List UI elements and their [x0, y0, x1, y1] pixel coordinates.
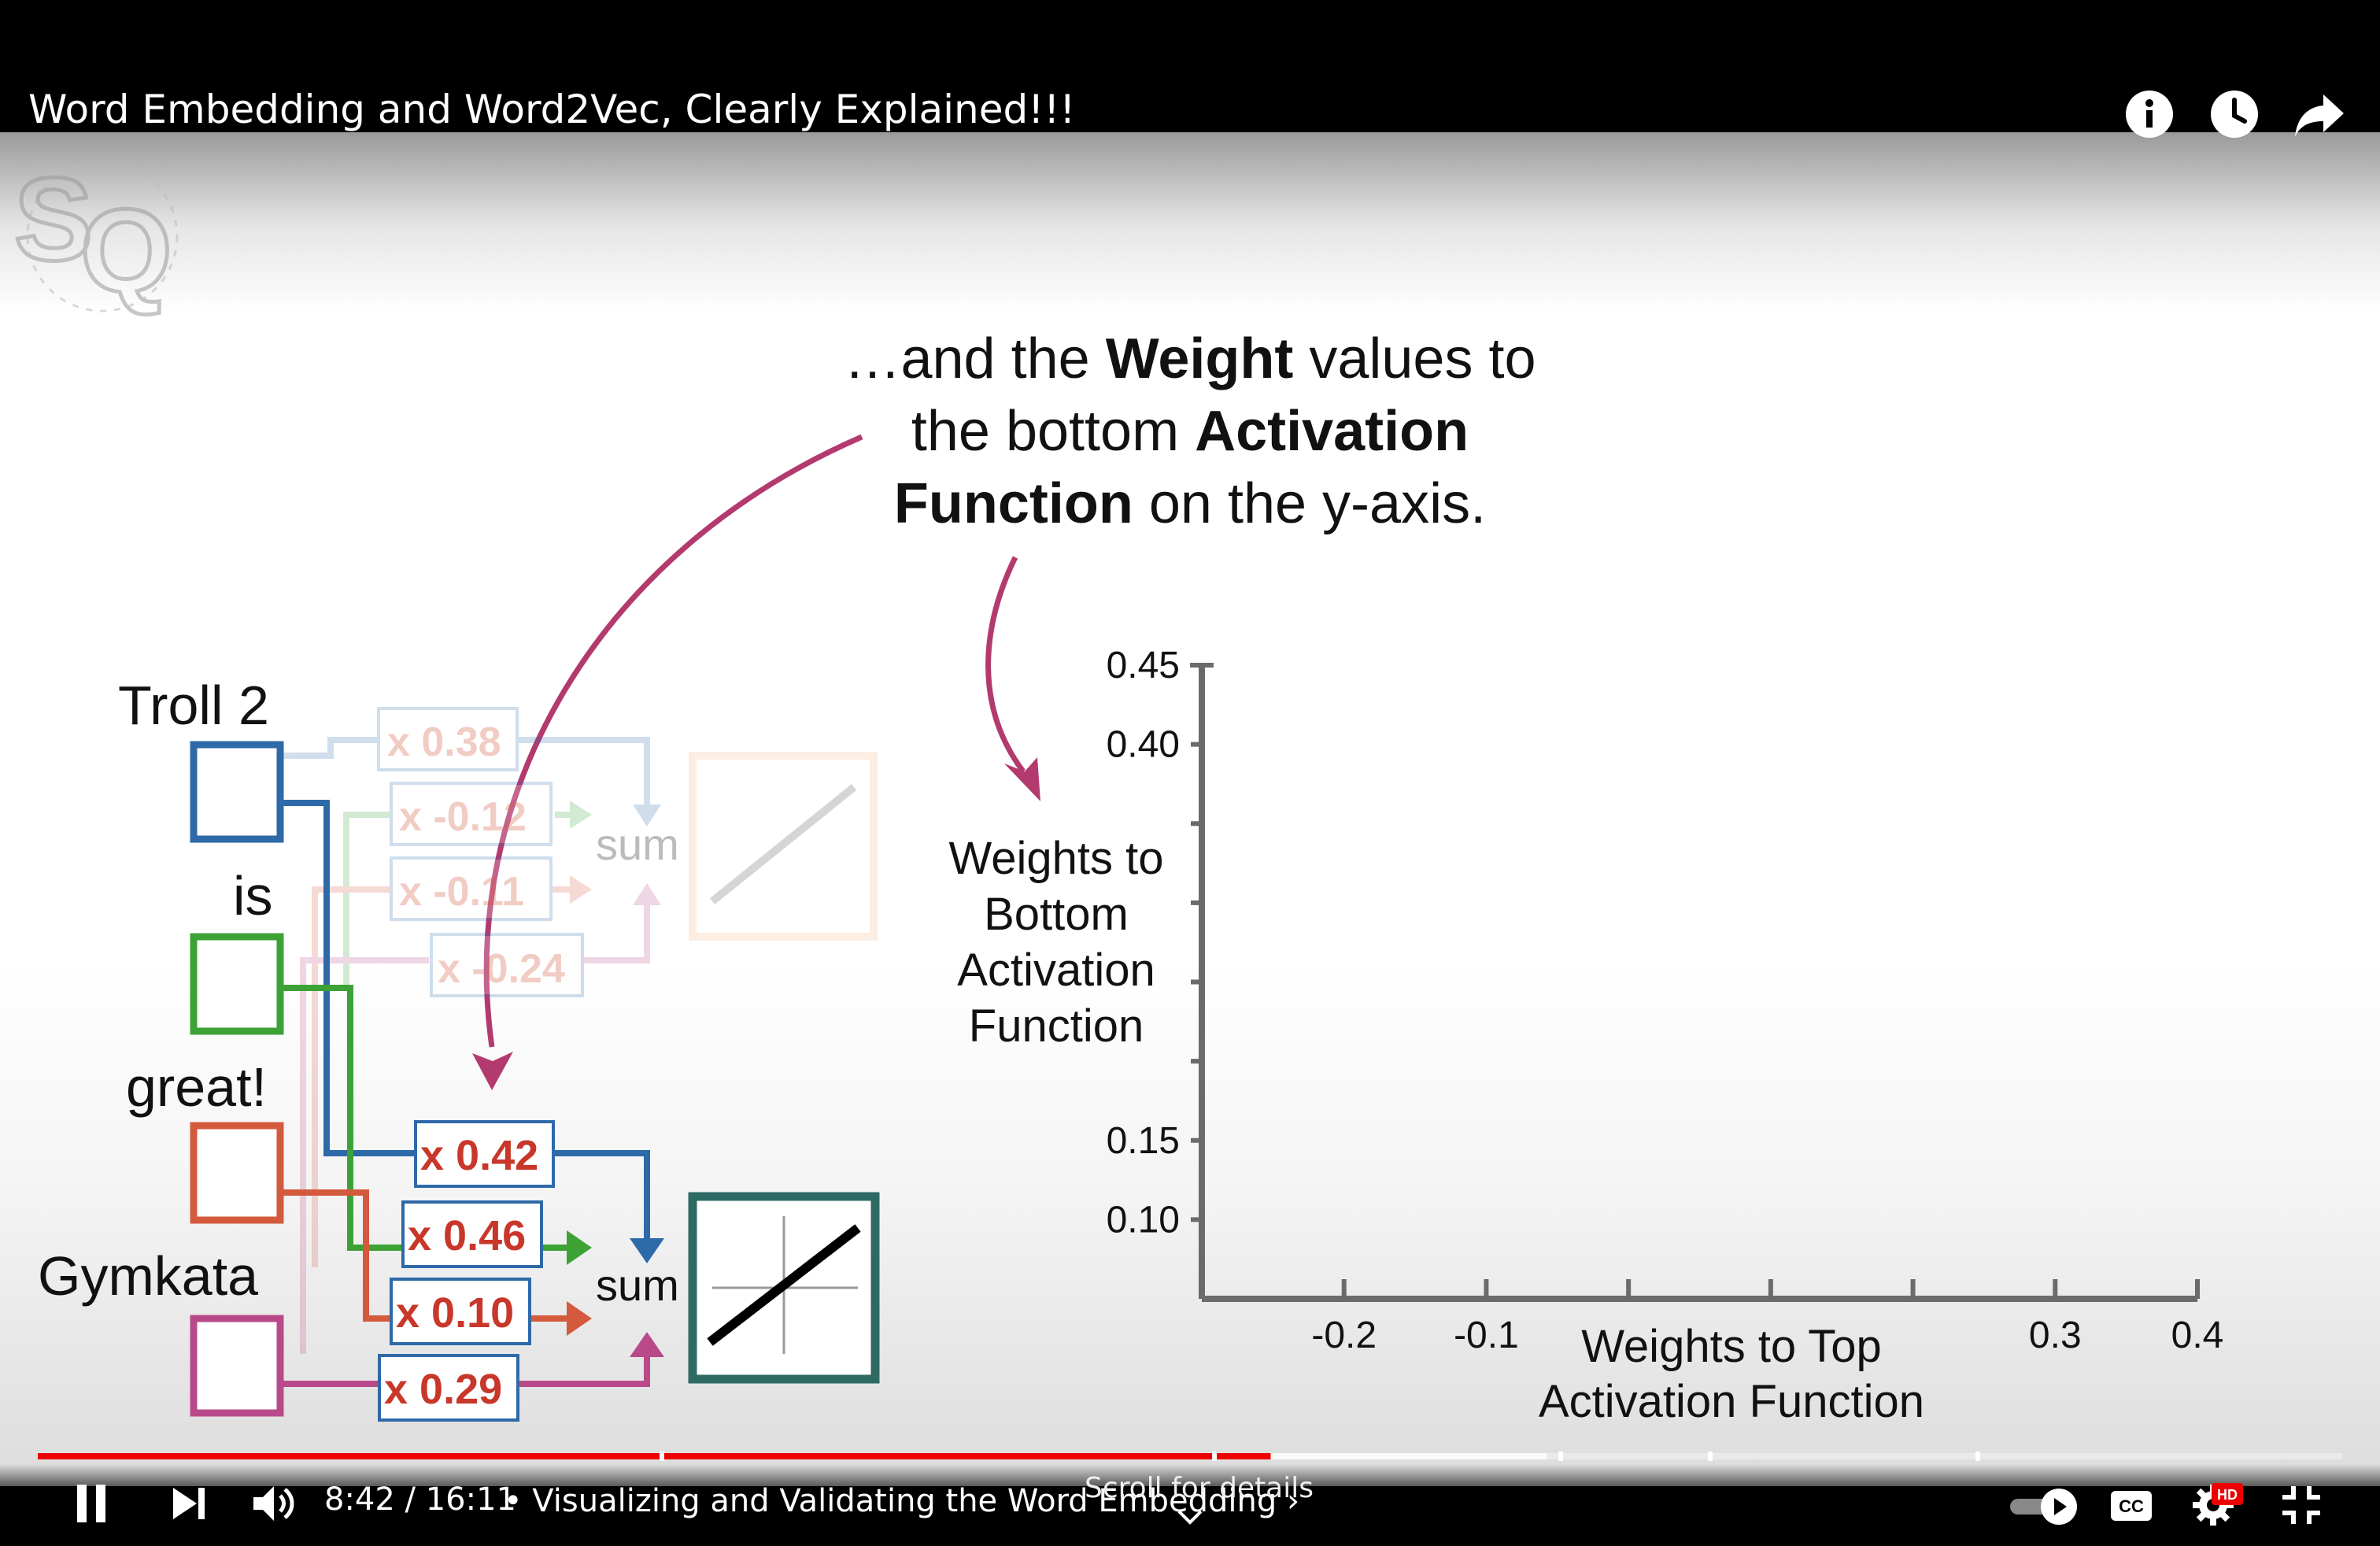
- svg-text:Q: Q: [80, 184, 172, 316]
- top-weight-gymkata: x -0.24: [438, 946, 565, 992]
- bottom-activation-path: [280, 800, 880, 1422]
- autoplay-toggle-icon[interactable]: [2009, 1486, 2081, 1527]
- input-box-gymkata: [190, 1315, 284, 1417]
- top-weight-troll2: x 0.38: [387, 719, 501, 765]
- scroll-for-details-hint[interactable]: Scroll for details: [1085, 1472, 1314, 1504]
- svg-text:HD: HD: [2217, 1487, 2238, 1503]
- y-axis-label-line: Activation: [957, 945, 1155, 996]
- input-box-great: [190, 1122, 284, 1224]
- word-great: great!: [126, 1056, 267, 1118]
- chevron-down-icon[interactable]: [1176, 1508, 1204, 1527]
- x-axis-label-line: Weights to Top: [1581, 1321, 1882, 1372]
- watch-later-icon[interactable]: [2208, 88, 2260, 140]
- share-icon[interactable]: [2293, 88, 2345, 140]
- svg-text:CC: CC: [2119, 1496, 2144, 1516]
- y-tick-label: 0.10: [1107, 1199, 1180, 1241]
- statquest-logo: S Q: [13, 151, 179, 319]
- chapter-marker: [1558, 1452, 1563, 1461]
- y-axis-label-line: Bottom: [984, 889, 1129, 940]
- input-box-troll2: [190, 741, 284, 843]
- x-tick-label: 0.3: [2029, 1315, 2082, 1356]
- title-overlay: Word Embedding and Word2Vec, Clearly Exp…: [0, 0, 2380, 138]
- player-controls: [0, 1464, 2380, 1546]
- y-tick-label: 0.15: [1107, 1120, 1180, 1162]
- y-tick-label: 0.45: [1107, 645, 1180, 686]
- bottom-weight-troll2: x 0.42: [420, 1132, 538, 1179]
- exit-fullscreen-icon[interactable]: [2281, 1485, 2322, 1526]
- chapter-marker: [1708, 1452, 1713, 1461]
- bottom-weights: x 0.42 x 0.46 x 0.10 x 0.29: [384, 1132, 538, 1413]
- curved-arrow-to-weights: [472, 434, 863, 1090]
- scatter-chart: 0.45 0.40 0.15 0.10 -0.2 -0.1 0.3 0.4 Weights to…: [949, 645, 2224, 1427]
- top-activation-path: [280, 707, 878, 1354]
- caption-line-2: the bottom Activation: [911, 400, 1469, 463]
- progress-played[interactable]: [38, 1453, 1271, 1459]
- captions-icon[interactable]: CC: [2109, 1488, 2153, 1524]
- video-frame[interactable]: [0, 132, 2380, 1486]
- pause-icon[interactable]: [72, 1481, 112, 1526]
- x-axis-label-line: Activation Function: [1539, 1376, 1924, 1427]
- top-weight-great: x -0.11: [399, 869, 524, 915]
- bottom-sum-label: sum: [596, 1260, 679, 1310]
- input-box-is: [190, 933, 284, 1035]
- volume-icon[interactable]: [250, 1481, 298, 1526]
- y-axis-label-line: Weights to: [949, 833, 1164, 884]
- next-icon[interactable]: [170, 1485, 209, 1522]
- input-words: Troll 2 is great! Gymkata: [38, 675, 273, 1307]
- x-tick-label: 0.4: [2171, 1315, 2224, 1356]
- word-is: is: [233, 865, 273, 926]
- x-tick-label: -0.2: [1311, 1315, 1377, 1356]
- caption-line-1: …and the Weight values to: [844, 327, 1536, 390]
- x-tick-label: -0.1: [1454, 1315, 1519, 1356]
- caption-line-3: Function on the y-axis.: [894, 472, 1486, 535]
- time-display: 8:42 / 16:11: [324, 1481, 517, 1518]
- progress-bar[interactable]: [0, 1447, 2380, 1463]
- word-gymkata: Gymkata: [38, 1245, 258, 1307]
- chapter-marker: [660, 1452, 664, 1461]
- hd-badge-icon: HD: [2212, 1483, 2243, 1505]
- top-weights: x 0.38 x -0.12 x -0.11 x -0.24: [387, 719, 565, 992]
- chapter-marker: [1975, 1452, 1980, 1461]
- top-weight-is: x -0.12: [399, 794, 527, 840]
- bottom-weight-is: x 0.46: [408, 1212, 526, 1259]
- y-tick-label: 0.40: [1107, 724, 1180, 766]
- word-troll2: Troll 2: [118, 675, 269, 736]
- curved-arrow-to-yaxis: [985, 556, 1040, 801]
- top-activation-plot: [689, 752, 878, 941]
- bottom-weight-great: x 0.10: [396, 1289, 514, 1337]
- video-title[interactable]: Word Embedding and Word2Vec, Clearly Exp…: [28, 87, 1076, 132]
- svg-text:S: S: [14, 153, 93, 285]
- y-axis-label-line: Function: [969, 1000, 1144, 1052]
- info-icon[interactable]: [2123, 88, 2175, 140]
- chapter-title[interactable]: • Visualizing and Validating the Word Em…: [504, 1483, 1299, 1519]
- chapter-marker: [1212, 1452, 1217, 1461]
- top-sum-label: sum: [596, 819, 679, 869]
- bottom-weight-gymkata: x 0.29: [384, 1366, 502, 1413]
